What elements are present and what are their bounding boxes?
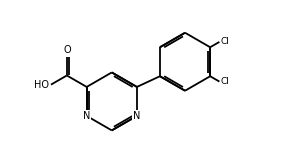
Text: O: O bbox=[63, 45, 71, 55]
Text: HO: HO bbox=[35, 80, 50, 90]
Text: Cl: Cl bbox=[221, 77, 230, 86]
Text: Cl: Cl bbox=[221, 37, 230, 46]
Text: N: N bbox=[83, 111, 90, 121]
Text: N: N bbox=[133, 111, 140, 121]
